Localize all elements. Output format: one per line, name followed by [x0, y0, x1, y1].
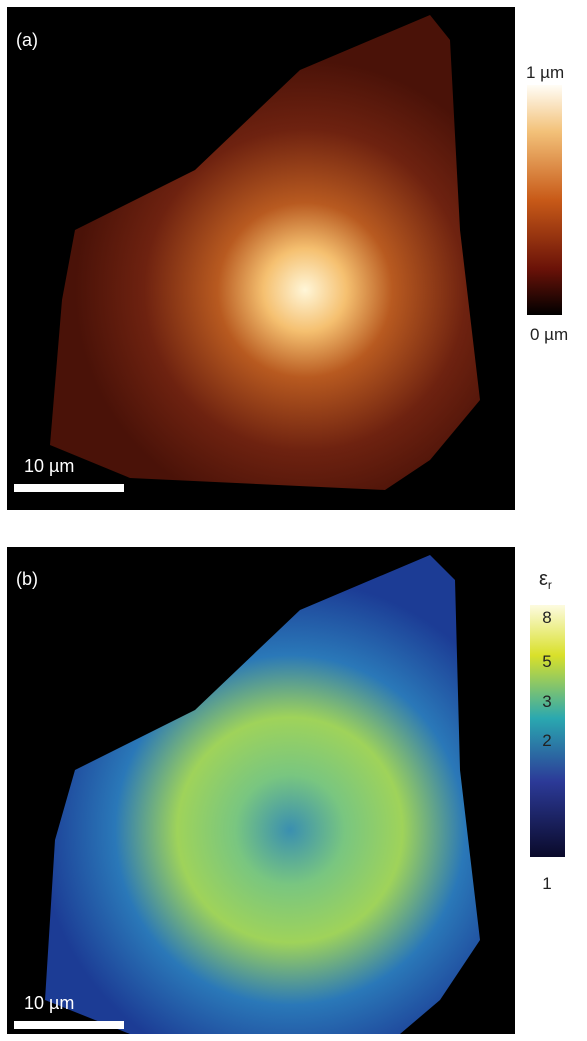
scale-bar-label: 10 µm	[24, 993, 74, 1013]
colorbar-tick-label: 3	[542, 692, 551, 711]
scale-bar	[14, 484, 124, 492]
panel-a: (a) 10 µm 1 µm 0 µm	[7, 7, 568, 510]
colorbar-ticks: 8 5 3 2 1	[542, 608, 551, 893]
colorbar	[530, 605, 565, 857]
colorbar-bottom-label: 0 µm	[530, 325, 568, 344]
colorbar-title-symbol: ε	[539, 568, 548, 590]
cell-height-map	[50, 15, 480, 490]
scale-bar	[14, 1021, 124, 1029]
colorbar	[527, 85, 562, 315]
panel-label: (a)	[16, 30, 38, 50]
colorbar-tick-label: 2	[542, 731, 551, 750]
colorbar-top-label: 1 µm	[526, 63, 564, 82]
colorbar-title: εr	[539, 568, 552, 592]
panel-b: (b) 10 µm εr 8 5 3 2 1	[7, 547, 565, 1034]
colorbar-tick-label: 8	[542, 608, 551, 627]
panel-label: (b)	[16, 569, 38, 589]
colorbar-tick-label: 5	[542, 652, 551, 671]
colorbar-title-subscript: r	[548, 578, 552, 592]
scale-bar-label: 10 µm	[24, 456, 74, 476]
cell-permittivity-map	[45, 555, 480, 1034]
colorbar-tick-label: 1	[542, 874, 551, 893]
